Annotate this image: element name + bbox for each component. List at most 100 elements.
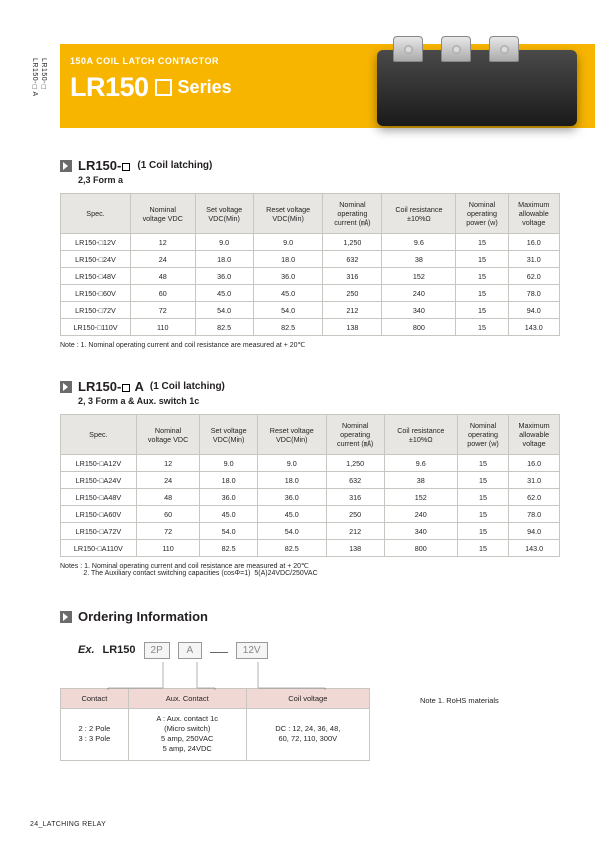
table-cell: 212: [326, 523, 384, 540]
table-cell: 340: [382, 302, 456, 319]
ordering-table: ContactAux. ContactCoil voltage 2 : 2 Po…: [60, 688, 370, 761]
table-cell: 340: [384, 523, 457, 540]
table-cell: 9.6: [382, 234, 456, 251]
table-cell: DC : 12, 24, 36, 48,60, 72, 110, 300V: [246, 709, 369, 761]
ex-contact: 2P: [144, 642, 170, 659]
sec1-table: Spec.Nominalvoltage VDCSet voltageVDC(Mi…: [60, 193, 560, 336]
table-cell: 240: [384, 506, 457, 523]
table-header: Maximumallowablevoltage: [509, 415, 560, 455]
side-line1: LR150-□: [40, 58, 47, 91]
sec2-header: LR150- A (1 Coil latching): [60, 379, 560, 394]
table-cell: 36.0: [195, 268, 253, 285]
table-cell: 45.0: [195, 285, 253, 302]
product-image: [377, 34, 577, 132]
banner-box-icon: [155, 79, 172, 96]
table-cell: LR150-□60V: [61, 285, 131, 302]
table-cell: LR150-□12V: [61, 234, 131, 251]
table-cell: 36.0: [253, 268, 323, 285]
table-cell: 38: [382, 251, 456, 268]
table-cell: LR150-□A60V: [61, 506, 137, 523]
table-cell: 15: [457, 489, 508, 506]
banner-title-prefix: LR150: [70, 72, 149, 103]
table-cell: 110: [130, 319, 195, 336]
sec2-sub: 2, 3 Form a & Aux. switch 1c: [78, 396, 560, 406]
table-cell: 31.0: [508, 251, 560, 268]
table-cell: LR150-□A24V: [61, 472, 137, 489]
connector-lines: [60, 660, 380, 690]
table-cell: 82.5: [195, 319, 253, 336]
table-cell: 316: [323, 268, 382, 285]
table-header: Nominaloperatingcurrent (㎃): [323, 194, 382, 234]
table-cell: 9.0: [200, 455, 258, 472]
table-row: LR150-□48V4836.036.03161521562.0: [61, 268, 560, 285]
table-cell: 15: [457, 506, 508, 523]
table-cell: 16.0: [509, 455, 560, 472]
table-cell: 62.0: [509, 489, 560, 506]
table-cell: 94.0: [508, 302, 560, 319]
table-cell: 143.0: [509, 540, 560, 557]
table-cell: 54.0: [195, 302, 253, 319]
table-header: Spec.: [61, 194, 131, 234]
table-cell: 72: [136, 523, 200, 540]
triangle-icon: [60, 381, 72, 393]
table-cell: 250: [323, 285, 382, 302]
table-cell: 94.0: [509, 523, 560, 540]
table-cell: 15: [456, 302, 508, 319]
table-cell: 78.0: [509, 506, 560, 523]
table-cell: 36.0: [257, 489, 326, 506]
table-cell: 24: [136, 472, 200, 489]
rohs-note: Note 1. RoHS materials: [420, 696, 499, 705]
table-cell: 316: [326, 489, 384, 506]
sec1-sub: 2,3 Form a: [78, 175, 560, 185]
table-header: Set voltageVDC(Min): [200, 415, 258, 455]
banner-title-suffix: Series: [178, 77, 232, 98]
table-header: Maximumallowablevoltage: [508, 194, 560, 234]
table-header: Spec.: [61, 415, 137, 455]
table-header: Aux. Contact: [128, 689, 246, 709]
table-header: Nominaloperatingpower (w): [456, 194, 508, 234]
sec1-note: (1 Coil latching): [137, 160, 212, 171]
sec1-note-below: Note : 1. Nominal operating current and …: [60, 341, 560, 349]
table-header: Coil resistance±10%Ω: [382, 194, 456, 234]
table-row: LR150-□A110V11082.582.513880015143.0: [61, 540, 560, 557]
table-header: Reset voltageVDC(Min): [253, 194, 323, 234]
table-cell: LR150-□A48V: [61, 489, 137, 506]
table-cell: 82.5: [200, 540, 258, 557]
table-cell: 18.0: [257, 472, 326, 489]
ex-label: Ex.: [78, 644, 95, 656]
side-line2: LR150-□A: [31, 58, 38, 97]
table-row: LR150-□A48V4836.036.03161521562.0: [61, 489, 560, 506]
table-cell: 54.0: [257, 523, 326, 540]
table-cell: 632: [326, 472, 384, 489]
table-row: LR150-□110V11082.582.513880015143.0: [61, 319, 560, 336]
table-row: LR150-□12V129.09.01,2509.61516.0: [61, 234, 560, 251]
table-row: LR150-□60V6045.045.02502401578.0: [61, 285, 560, 302]
table-cell: 800: [382, 319, 456, 336]
table-cell: 12: [130, 234, 195, 251]
table-cell: 9.0: [195, 234, 253, 251]
table-cell: 212: [323, 302, 382, 319]
ex-coil: 12V: [236, 642, 268, 659]
table-header: Nominalvoltage VDC: [136, 415, 200, 455]
table-cell: LR150-□A72V: [61, 523, 137, 540]
table-cell: LR150-□A12V: [61, 455, 137, 472]
table-cell: A : Aux. contact 1c(Micro switch)5 amp, …: [128, 709, 246, 761]
table-cell: 250: [326, 506, 384, 523]
table-row: LR150-□A60V6045.045.02502401578.0: [61, 506, 560, 523]
table-cell: 240: [382, 285, 456, 302]
table-cell: 60: [130, 285, 195, 302]
table-cell: 12: [136, 455, 200, 472]
table-cell: 38: [384, 472, 457, 489]
table-cell: 62.0: [508, 268, 560, 285]
ex-aux: A: [178, 642, 202, 659]
table-cell: 31.0: [509, 472, 560, 489]
table-cell: 15: [456, 285, 508, 302]
table-cell: 15: [457, 540, 508, 557]
table-cell: 800: [384, 540, 457, 557]
table-cell: 18.0: [195, 251, 253, 268]
table-row: LR150-□A12V129.09.01,2509.61516.0: [61, 455, 560, 472]
table-cell: 18.0: [200, 472, 258, 489]
table-cell: 152: [384, 489, 457, 506]
ordering-header: Ordering Information: [60, 609, 560, 624]
sec1-header: LR150- (1 Coil latching): [60, 158, 560, 173]
